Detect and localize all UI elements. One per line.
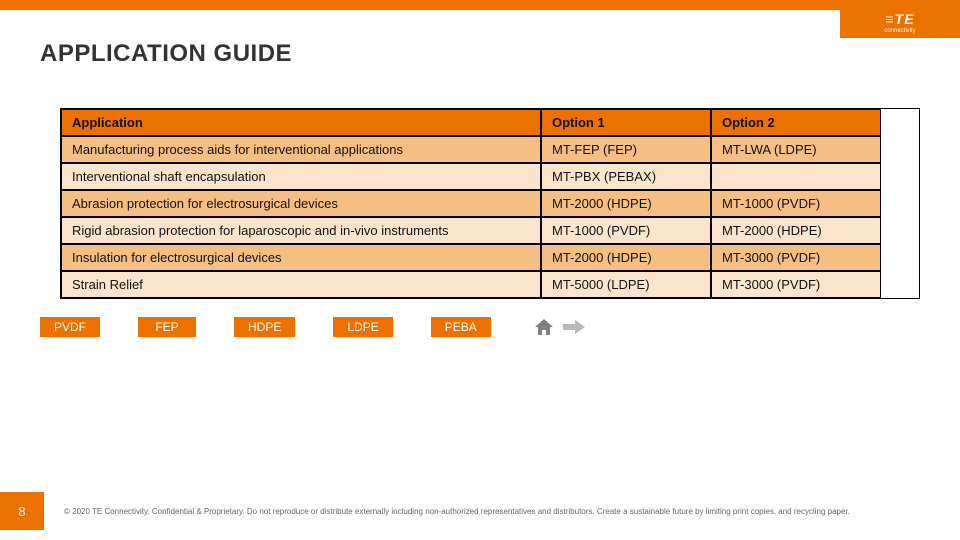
column-header-option-1: Option 1: [541, 109, 711, 136]
tab-hdpe[interactable]: HDPE: [234, 317, 295, 337]
cell-application: Interventional shaft encapsulation: [61, 163, 541, 190]
column-header-option-2: Option 2: [711, 109, 881, 136]
cell-option-2: MT-LWA (LDPE): [711, 136, 881, 163]
table-row: Rigid abrasion protection for laparoscop…: [61, 217, 919, 244]
cell-option-1: MT-2000 (HDPE): [541, 190, 711, 217]
home-icon[interactable]: [535, 319, 553, 335]
tab-peba[interactable]: PEBA: [431, 317, 491, 337]
cell-option-1: MT-1000 (PVDF): [541, 217, 711, 244]
footer-legal-text: © 2020 TE Connectivity. Confidential & P…: [64, 507, 920, 516]
cell-option-2: MT-3000 (PVDF): [711, 271, 881, 298]
table-row: Manufacturing process aids for intervent…: [61, 136, 919, 163]
cell-application: Abrasion protection for electrosurgical …: [61, 190, 541, 217]
cell-option-2: [711, 163, 881, 190]
tab-fep[interactable]: FEP: [138, 317, 196, 337]
cell-application: Insulation for electrosurgical devices: [61, 244, 541, 271]
tab-pvdf[interactable]: PVDF: [40, 317, 100, 337]
top-accent-bar: [0, 0, 960, 10]
slide-nav: [535, 319, 585, 335]
next-arrow-icon[interactable]: [563, 320, 585, 334]
logo-text: ≡TE: [885, 11, 914, 27]
table-row: Interventional shaft encapsulation MT-PB…: [61, 163, 919, 190]
cell-option-2: MT-1000 (PVDF): [711, 190, 881, 217]
cell-option-1: MT-FEP (FEP): [541, 136, 711, 163]
cell-application: Strain Relief: [61, 271, 541, 298]
cell-option-1: MT-5000 (LDPE): [541, 271, 711, 298]
logo-tagline: connectivity: [884, 28, 915, 34]
material-tabs: PVDF FEP HDPE LDPE PEBA: [40, 317, 960, 337]
footer: 8 © 2020 TE Connectivity. Confidential &…: [0, 492, 920, 530]
tab-ldpe[interactable]: LDPE: [333, 317, 392, 337]
table-header-row: Application Option 1 Option 2: [61, 109, 919, 136]
table-row: Insulation for electrosurgical devices M…: [61, 244, 919, 271]
table-row: Strain Relief MT-5000 (LDPE) MT-3000 (PV…: [61, 271, 919, 298]
cell-application: Rigid abrasion protection for laparoscop…: [61, 217, 541, 244]
column-header-application: Application: [61, 109, 541, 136]
cell-option-1: MT-2000 (HDPE): [541, 244, 711, 271]
table-row: Abrasion protection for electrosurgical …: [61, 190, 919, 217]
brand-logo: ≡TE connectivity: [840, 0, 960, 38]
application-guide-table: Application Option 1 Option 2 Manufactur…: [60, 108, 920, 299]
cell-application: Manufacturing process aids for intervent…: [61, 136, 541, 163]
page-number-badge: 8: [0, 492, 44, 530]
cell-option-2: MT-2000 (HDPE): [711, 217, 881, 244]
page-title: APPLICATION GUIDE: [40, 40, 960, 68]
cell-option-1: MT-PBX (PEBAX): [541, 163, 711, 190]
cell-option-2: MT-3000 (PVDF): [711, 244, 881, 271]
